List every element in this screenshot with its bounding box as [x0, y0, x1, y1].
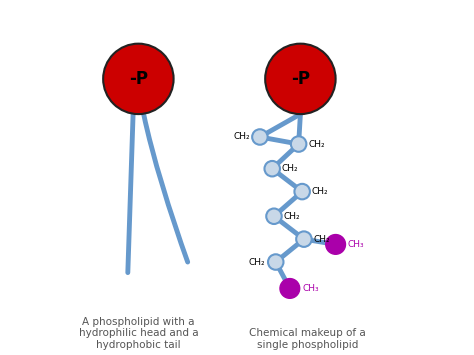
- Text: -P: -P: [291, 70, 310, 88]
- Circle shape: [268, 254, 283, 270]
- Circle shape: [294, 184, 310, 200]
- Circle shape: [264, 161, 280, 176]
- Text: CH₃: CH₃: [302, 284, 319, 293]
- Circle shape: [296, 231, 312, 247]
- Text: -P: -P: [129, 70, 148, 88]
- Circle shape: [326, 235, 346, 254]
- Text: CH₂: CH₂: [308, 140, 325, 148]
- Circle shape: [291, 136, 306, 152]
- Circle shape: [252, 129, 268, 145]
- Text: CH₂: CH₂: [313, 235, 330, 244]
- Text: CH₂: CH₂: [283, 212, 300, 221]
- Text: CH₂: CH₂: [233, 132, 250, 142]
- Text: CH₂: CH₂: [249, 257, 265, 267]
- Text: A phospholipid with a
hydrophilic head and a
hydrophobic tail: A phospholipid with a hydrophilic head a…: [79, 317, 198, 350]
- Circle shape: [280, 279, 300, 298]
- Text: Chemical makeup of a
single phospholipid: Chemical makeup of a single phospholipid: [249, 328, 366, 350]
- Text: CH₂: CH₂: [312, 187, 328, 196]
- Circle shape: [266, 208, 282, 224]
- Circle shape: [265, 44, 336, 114]
- Circle shape: [103, 44, 173, 114]
- Text: CH₂: CH₂: [282, 164, 298, 173]
- Text: CH₃: CH₃: [348, 240, 365, 249]
